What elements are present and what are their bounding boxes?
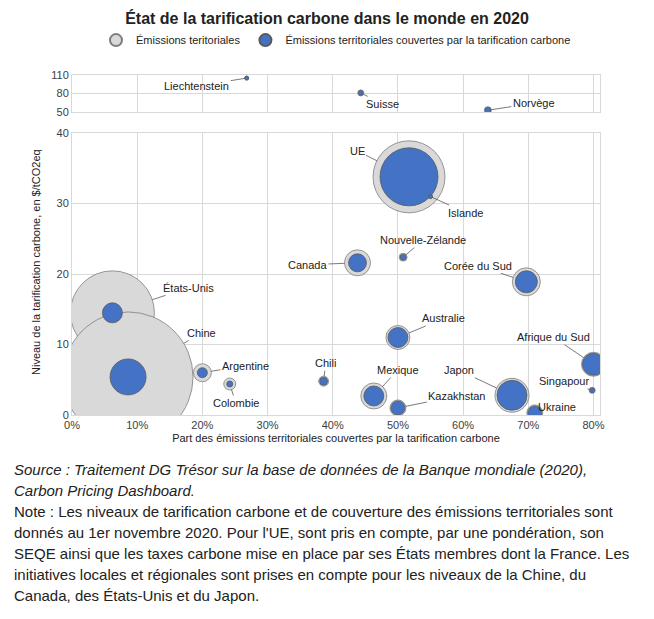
svg-text:Nouvelle-Zélande: Nouvelle-Zélande [380, 234, 466, 246]
html-text:Source : Traitement DG Trésor: Source : Traitement DG Trésor sur la bas… [14, 461, 588, 499]
svg-text:50: 50 [57, 106, 69, 118]
svg-text:Chine: Chine [187, 327, 216, 339]
svg-text:État de la tarification carbon: État de la tarification carbone dans le … [125, 9, 529, 27]
svg-text:Niveau de la tarification carb: Niveau de la tarification carbone, en $/… [30, 149, 42, 375]
svg-text:Chili: Chili [315, 357, 336, 369]
svg-text:Norvège: Norvège [513, 97, 555, 109]
svg-text:Émissions teritoriales: Émissions teritoriales [136, 34, 240, 46]
svg-text:Colombie: Colombie [213, 397, 259, 409]
svg-text:Émissions territoriales couver: Émissions territoriales couvertes par la… [285, 34, 570, 46]
svg-text:30%: 30% [257, 419, 279, 431]
svg-text:110: 110 [51, 69, 69, 81]
html-text:Note : Les niveaux de tarifica: Note : Les niveaux de tarification carbo… [14, 503, 630, 604]
svg-text:0: 0 [63, 409, 69, 421]
svg-text:50%: 50% [387, 419, 409, 431]
svg-text:80%: 80% [582, 419, 604, 431]
svg-text:Suisse: Suisse [366, 98, 399, 110]
svg-text:Liechtenstein: Liechtenstein [164, 80, 229, 92]
svg-text:Kazakhstan: Kazakhstan [428, 390, 485, 402]
svg-text:Corée du Sud: Corée du Sud [444, 260, 512, 272]
svg-text:40%: 40% [322, 419, 344, 431]
svg-text:80: 80 [57, 87, 69, 99]
svg-text:Canada: Canada [288, 259, 327, 271]
svg-text:10%: 10% [126, 419, 148, 431]
svg-text:Part des émissions territorial: Part des émissions territoriales couvert… [172, 432, 500, 444]
svg-text:60%: 60% [452, 419, 474, 431]
svg-text:Singapour: Singapour [539, 375, 589, 387]
svg-text:Mexique: Mexique [377, 364, 419, 376]
svg-text:UE: UE [350, 145, 365, 157]
svg-text:États-Unis: États-Unis [163, 282, 214, 294]
svg-text:20: 20 [57, 268, 69, 280]
svg-text:Islande: Islande [448, 207, 483, 219]
svg-text:Australie: Australie [422, 312, 465, 324]
svg-text:0%: 0% [64, 419, 80, 431]
svg-text:Afrique du Sud: Afrique du Sud [517, 331, 590, 343]
svg-text:40: 40 [57, 127, 69, 139]
svg-text:10: 10 [57, 338, 69, 350]
svg-text:Ukraine: Ukraine [538, 401, 576, 413]
svg-text:Japon: Japon [444, 364, 474, 376]
svg-text:20%: 20% [191, 419, 213, 431]
svg-text:30: 30 [57, 197, 69, 209]
svg-text:Argentine: Argentine [222, 360, 269, 372]
svg-text:70%: 70% [517, 419, 539, 431]
